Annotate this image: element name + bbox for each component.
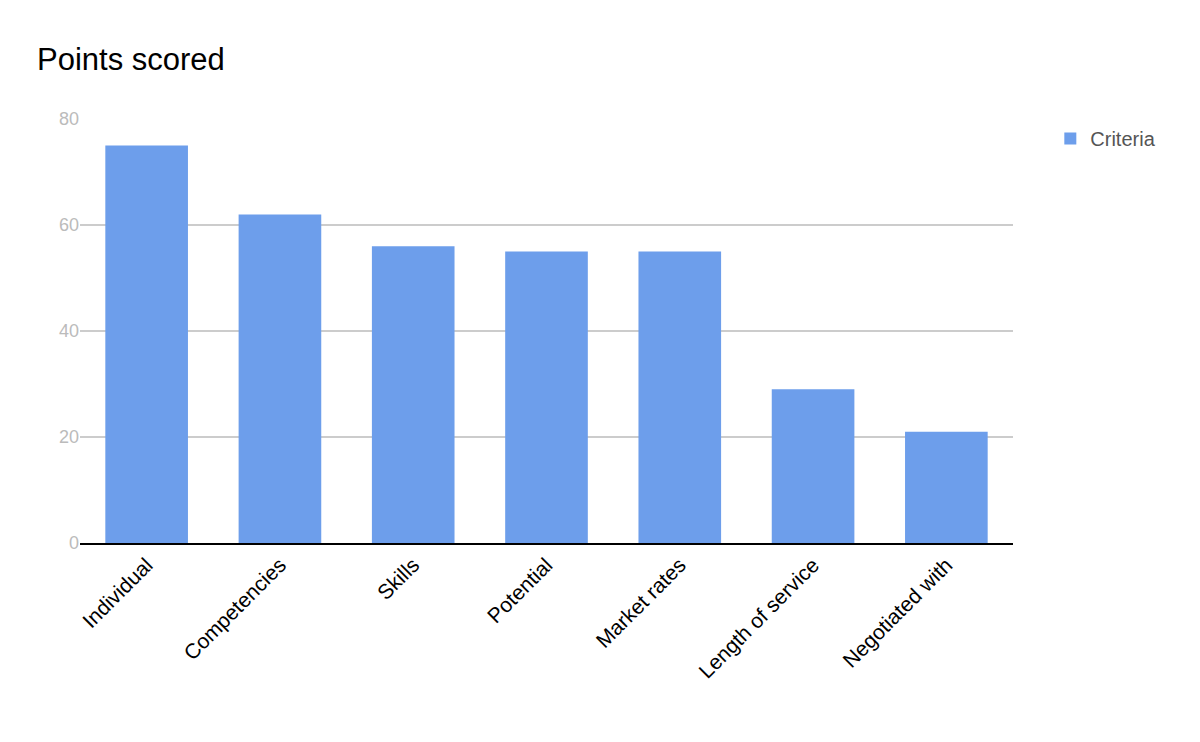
svg-text:Length of service: Length of service	[694, 553, 823, 682]
svg-text:Skills: Skills	[373, 553, 424, 604]
svg-text:40: 40	[59, 321, 79, 341]
svg-text:0: 0	[69, 533, 79, 553]
svg-text:60: 60	[59, 215, 79, 235]
svg-text:Negotiated with: Negotiated with	[838, 553, 957, 672]
svg-text:Competencies: Competencies	[179, 553, 290, 664]
svg-text:Points scored: Points scored	[37, 42, 225, 77]
svg-text:Criteria: Criteria	[1090, 128, 1155, 150]
svg-text:80: 80	[59, 109, 79, 129]
svg-text:Market rates: Market rates	[591, 553, 690, 652]
svg-text:20: 20	[59, 427, 79, 447]
svg-text:Potential: Potential	[483, 553, 557, 627]
svg-text:Individual: Individual	[78, 553, 157, 632]
